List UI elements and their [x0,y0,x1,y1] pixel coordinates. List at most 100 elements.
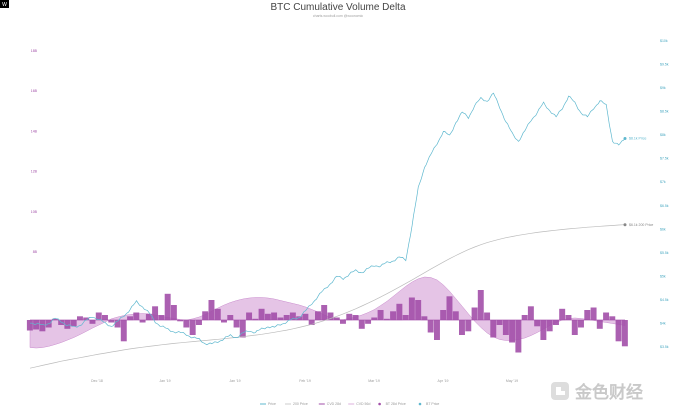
cvd-28d-bar [603,312,610,320]
cvd-28d-bar [327,312,334,320]
cvd-28d-bar [578,320,584,328]
cvd-28d-bar [95,312,102,320]
legend-item: CVD 28d [318,402,341,406]
left-tick-label: 12B [31,170,38,174]
x-tick-label: Jan '19 [159,379,170,383]
cvd-28d-bar [465,320,472,332]
cvd-28d-bar [446,296,453,321]
right-tick-label: $7k [660,180,666,184]
right-tick-label: $6.5k [660,204,669,208]
cvd-28d-bar [127,316,134,321]
cvd-28d-bar [289,312,296,320]
annotations: $8.1k Price $6.1k 200 Price [623,137,653,227]
cvd-28d-bar [571,320,578,335]
left-tick-label: 16B [31,89,38,93]
right-tick-label: $4.5k [660,298,669,302]
cvd-28d-bar [377,310,384,320]
cvd-28d-bar [427,320,434,333]
cvd-28d-bar [471,307,478,320]
annotation-marker [623,223,627,227]
cvd-28d-bar [546,320,553,332]
cvd-28d-bar [70,320,77,327]
cvd-28d-bar [102,315,108,320]
left-axis: 18B 16B 14B 12B 10B 8B [31,49,38,254]
legend-swatch [378,402,381,406]
x-tick-label: Feb '19 [299,379,311,383]
cvd-28d-bar [51,318,58,321]
cvd-28d-bar [315,311,321,321]
legend-label: BT 28d Price [386,402,406,406]
right-tick-label: $9.5k [660,63,669,67]
corner-badge: W [0,0,9,8]
cvd-28d-bar [396,303,403,321]
cvd-28d-bar [553,320,559,325]
cvd-28d-bar [615,320,622,342]
left-tick-label: 18B [31,49,38,53]
cvd-28d-bar [133,312,140,320]
cvd-28d-bar [189,320,196,335]
cvd-28d-bar [114,320,121,328]
right-tick-label: $5.5k [660,251,669,255]
cvd-28d-bar [83,317,90,320]
legend-item: 200 Price [285,402,308,406]
legend-label: CVD 56d [356,402,370,406]
cvd-28d-bar [609,316,616,321]
cvd-28d-bar [246,312,253,320]
cvd-28d-series [26,290,628,353]
legend-item: BT 28d Price [378,402,406,406]
cvd-28d-bar [590,307,597,320]
price-line [29,92,626,346]
cvd-28d-bar [258,308,265,321]
cvd-28d-bar [302,313,309,321]
legend-label: CVD 28d [327,402,341,406]
cvd-28d-bar [421,316,428,321]
cvd-28d-bar [264,313,271,321]
right-tick-label: $3.5k [660,345,669,349]
cvd-28d-bar [352,315,359,320]
legend-item: Price [260,402,276,406]
right-tick-label: $7.5k [660,157,669,161]
cvd-28d-bar [177,320,184,322]
left-tick-label: 8B [33,250,38,254]
cvd-28d-bar [371,317,378,320]
cvd-28d-bar [39,320,46,332]
cvd-28d-bar [271,312,278,320]
price-series [29,92,626,346]
cvd-28d-bar [434,320,440,340]
x-tick-label: May '19 [506,379,518,383]
left-tick-label: 10B [31,210,38,214]
golden-finance-logo [551,382,569,400]
cvd-28d-bar [408,297,415,320]
right-tick-label: $6k [660,227,666,231]
watermark: 金色财经 [551,382,643,403]
cvd-28d-bar [346,313,353,321]
cvd-28d-bar [333,317,340,320]
watermark-text: 金色财经 [574,382,643,403]
right-axis: $10k $9.5k $9k $8.5k $8k $7.5k $7k $6.5k $6k $5.5… [660,39,669,349]
cvd-28d-bar [415,300,422,320]
cvd-28d-bar [139,320,146,323]
cvd-28d-bar [621,320,628,347]
cvd-28d-bar [340,320,346,324]
cvd-28d-bar [64,320,71,329]
cvd-28d-bar [477,290,484,320]
chart-title: BTC Cumulative Volume Delta [270,2,405,13]
cvd-28d-bar [202,311,209,321]
cvd-28d-bar [521,315,528,320]
cvd-28d-bar [296,316,303,321]
price-ma-series [29,224,626,369]
x-tick-label: Mar '19 [368,379,380,383]
right-tick-label: $8k [660,133,666,137]
cvd-28d-bar [170,305,177,320]
legend-item: CVD 56d [348,402,370,406]
x-tick-label: Apr '19 [438,379,449,383]
cvd-28d-bar [321,305,328,320]
left-tick-label: 14B [31,129,38,133]
cvd-28d-bar [145,313,152,321]
right-tick-label: $9k [660,86,666,90]
cvd-28d-bar [283,315,290,320]
annotation-label: $6.1k 200 Price [629,223,653,227]
right-tick-label: $4k [660,321,666,325]
cvd-28d-bar [196,320,202,325]
